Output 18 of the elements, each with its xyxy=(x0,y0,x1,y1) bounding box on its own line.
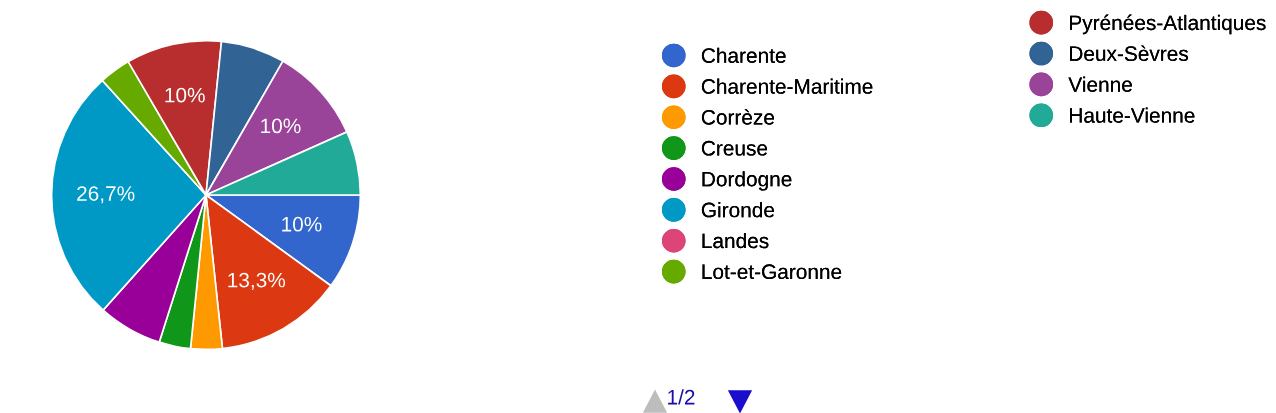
legend-label: Charente xyxy=(701,47,786,63)
legend-label: Haute-Vienne xyxy=(1070,107,1195,123)
legend-label: Charente-Maritime xyxy=(701,78,873,94)
data-label: 26,7% xyxy=(77,186,135,204)
legend-label: Pyrénées-Atlantiques xyxy=(1070,14,1266,35)
text: 1/2 xyxy=(668,389,695,405)
legend-label: Creuse xyxy=(701,140,768,156)
data-label: 10% xyxy=(261,118,301,134)
legend-label: Landes xyxy=(702,232,769,249)
legend-label: Gironde xyxy=(701,202,775,218)
legend-label: Dordogne xyxy=(702,171,792,191)
data-label: 10% xyxy=(165,87,205,103)
data-label: 13,3% xyxy=(228,272,286,290)
legend-label: Lot-et-Garonne xyxy=(702,264,842,280)
legend-label: Corrèze xyxy=(701,109,775,125)
legend-label: Deux-Sèvres xyxy=(1070,45,1188,62)
data-label: 10% xyxy=(282,216,322,232)
legend-label: Vienne xyxy=(1068,76,1132,92)
